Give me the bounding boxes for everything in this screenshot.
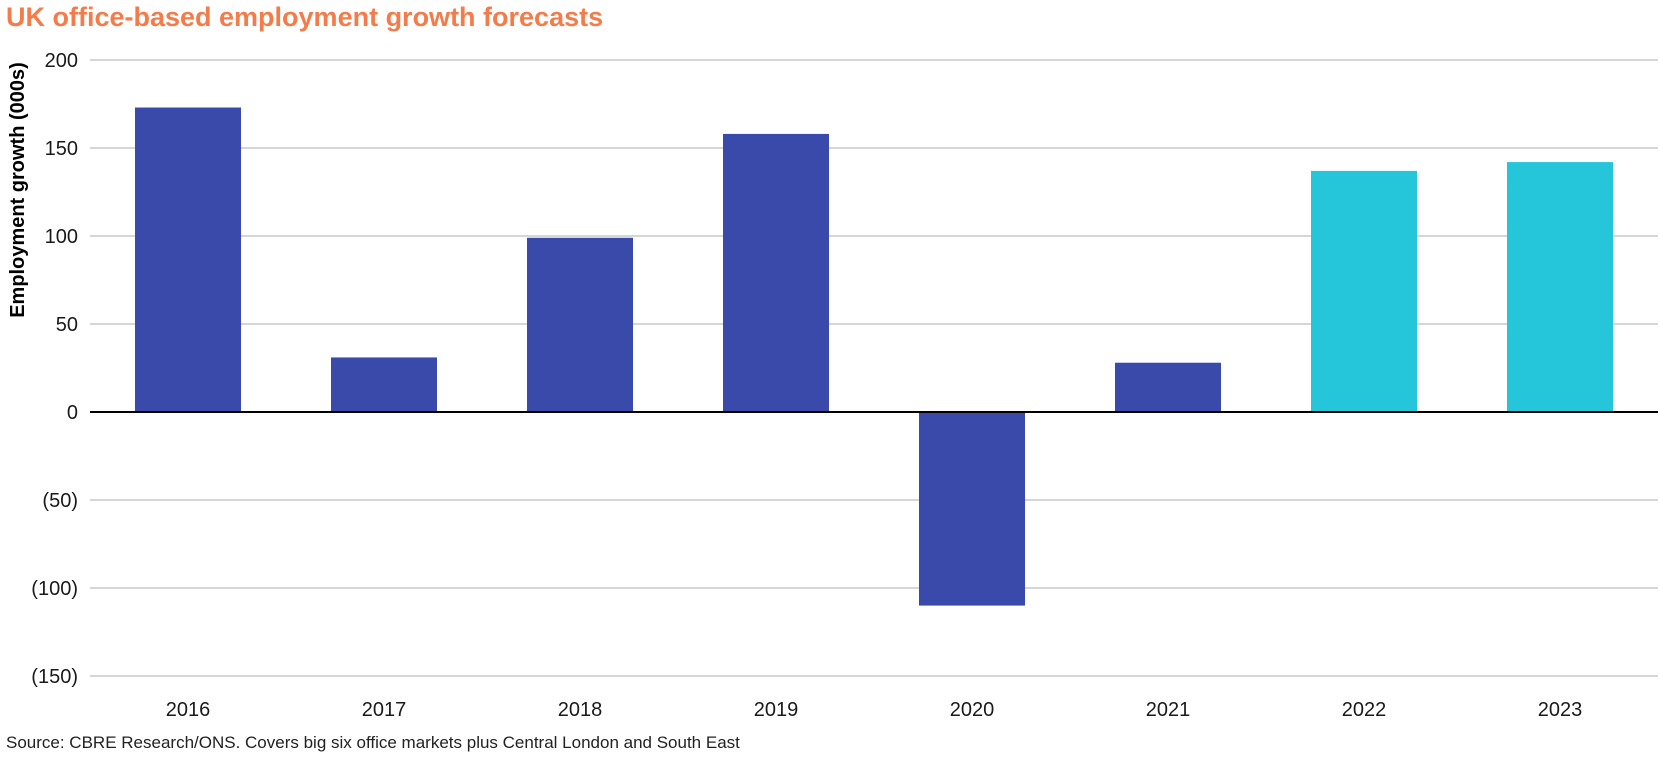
chart-title: UK office-based employment growth foreca… (6, 2, 603, 32)
bar-2019 (723, 133, 829, 413)
y-tick-label: (150) (31, 666, 78, 688)
y-tick-label: (100) (31, 578, 78, 600)
y-axis-label: Employment growth (000s) (7, 62, 29, 318)
x-tick-label: 2023 (1538, 699, 1583, 721)
bar-2016 (135, 107, 241, 413)
y-tick-label: (50) (42, 490, 78, 512)
x-tick-label: 2017 (362, 699, 407, 721)
y-tick-label: 200 (45, 50, 78, 72)
bars (135, 107, 1613, 606)
bar-2022 (1311, 170, 1417, 412)
bar-2020 (919, 412, 1025, 606)
bar-2018 (527, 237, 633, 412)
source-note: Source: CBRE Research/ONS. Covers big si… (6, 733, 740, 752)
x-tick-label: 2020 (950, 699, 995, 721)
y-tick-label: 0 (67, 402, 78, 424)
y-tick-label: 150 (45, 138, 78, 160)
y-tick-label: 50 (56, 314, 78, 336)
x-tick-label: 2021 (1146, 699, 1191, 721)
x-tick-label: 2022 (1342, 699, 1387, 721)
x-axis-ticks: 2016 2017 2018 2019 2020 2021 2022 2023 (166, 699, 1583, 721)
bar-2021 (1115, 362, 1221, 412)
x-tick-label: 2016 (166, 699, 211, 721)
gridlines (90, 59, 1658, 677)
x-tick-label: 2019 (754, 699, 799, 721)
bar-2023 (1507, 162, 1613, 412)
y-tick-label: 100 (45, 226, 78, 248)
bar-2017 (331, 357, 437, 412)
x-tick-label: 2018 (558, 699, 603, 721)
y-axis-ticks: 200 150 100 50 0 (50) (100) (150) (31, 50, 78, 688)
